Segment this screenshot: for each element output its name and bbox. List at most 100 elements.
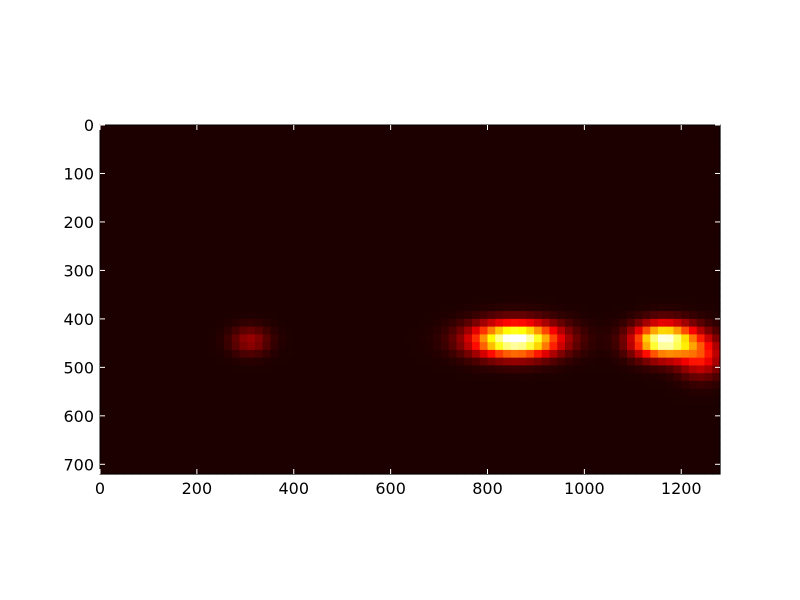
heatmap-cell	[580, 132, 589, 142]
heatmap-cell	[541, 411, 551, 421]
heatmap-cell	[425, 132, 434, 142]
heatmap-cell	[557, 132, 566, 142]
heatmap-cell	[115, 140, 124, 149]
heatmap-cell	[619, 287, 628, 297]
heatmap-cell	[224, 388, 233, 398]
heatmap-cell	[549, 272, 558, 281]
heatmap-cell	[185, 140, 194, 149]
heatmap-cell	[495, 435, 504, 444]
heatmap-cell	[154, 458, 163, 467]
heatmap-cell	[456, 264, 465, 273]
heatmap-cell	[262, 357, 272, 367]
heatmap-cell	[503, 241, 512, 250]
heatmap-cell	[371, 225, 380, 235]
heatmap-cell	[371, 140, 380, 149]
heatmap-cell	[131, 187, 140, 196]
heatmap-cell	[619, 179, 628, 188]
heatmap-cell	[138, 466, 148, 475]
heatmap-cell	[386, 241, 396, 250]
heatmap-cell	[441, 148, 450, 157]
heatmap-cell	[255, 466, 264, 475]
heatmap-cell	[169, 264, 179, 273]
heatmap-cell	[503, 256, 512, 266]
heatmap-cell	[115, 202, 124, 211]
heatmap-cell	[169, 140, 179, 149]
heatmap-cell	[580, 419, 589, 429]
heatmap-cell	[495, 125, 504, 134]
heatmap-cell	[534, 187, 543, 196]
heatmap-cell	[417, 373, 427, 382]
heatmap-cell	[503, 202, 512, 211]
heatmap-cell	[262, 140, 272, 149]
heatmap-cell	[565, 272, 574, 281]
heatmap-cell	[262, 272, 272, 281]
heatmap-cell	[154, 156, 163, 165]
heatmap-cell	[355, 365, 365, 374]
heatmap-cell	[208, 349, 217, 359]
heatmap-cell	[534, 295, 543, 304]
heatmap-cell	[673, 373, 682, 382]
heatmap-cell	[464, 311, 473, 320]
heatmap-cell	[200, 233, 210, 242]
heatmap-cell	[503, 249, 512, 258]
heatmap-cell	[193, 349, 202, 359]
heatmap-cell	[208, 125, 217, 134]
heatmap-cell	[123, 210, 132, 219]
heatmap-cell	[193, 419, 202, 429]
heatmap-cell	[262, 388, 272, 398]
heatmap-cell	[410, 411, 419, 421]
heatmap-cell	[642, 427, 651, 436]
heatmap-cell	[448, 373, 458, 382]
heatmap-cell	[224, 163, 233, 173]
heatmap-cell	[456, 466, 465, 475]
heatmap-cell	[510, 202, 520, 211]
heatmap-cell	[224, 179, 233, 188]
heatmap-cell	[479, 388, 489, 398]
heatmap-cell	[448, 435, 458, 444]
heatmap-cell	[162, 241, 171, 250]
heatmap-cell	[472, 380, 481, 390]
heatmap-cell	[557, 218, 566, 227]
heatmap-cell	[518, 148, 527, 157]
heatmap-cell	[301, 442, 310, 452]
heatmap-cell	[448, 256, 458, 266]
heatmap-cell	[588, 156, 597, 165]
heatmap-cell	[526, 272, 535, 281]
heatmap-cell	[425, 342, 434, 351]
heatmap-cell	[301, 311, 310, 320]
heatmap-cell	[131, 148, 140, 157]
heatmap-cell	[177, 388, 186, 398]
heatmap-cell	[704, 210, 713, 219]
heatmap-cell	[565, 148, 574, 157]
heatmap-cell	[138, 171, 148, 180]
heatmap-cell	[278, 218, 287, 227]
heatmap-cell	[627, 373, 636, 382]
heatmap-cell	[448, 179, 458, 188]
heatmap-cell	[162, 233, 171, 242]
heatmap-cell	[665, 311, 675, 320]
heatmap-cell	[379, 442, 388, 452]
heatmap-cell	[549, 373, 558, 382]
heatmap-cell	[332, 380, 341, 390]
heatmap-cell	[301, 148, 310, 157]
heatmap-cell	[572, 326, 582, 335]
heatmap-cell	[216, 380, 225, 390]
heatmap-cell	[348, 411, 357, 421]
heatmap-cell	[425, 435, 434, 444]
heatmap-cell	[441, 233, 450, 242]
heatmap-cell	[115, 303, 124, 312]
heatmap-cell	[650, 450, 659, 460]
heatmap-cell	[231, 233, 241, 242]
heatmap-cell	[572, 140, 582, 149]
heatmap-cell	[231, 442, 241, 452]
heatmap-cell	[154, 249, 163, 258]
heatmap-cell	[379, 427, 388, 436]
heatmap-cell	[162, 303, 171, 312]
heatmap-cell	[588, 287, 597, 297]
heatmap-cell	[340, 241, 349, 250]
heatmap-cell	[580, 365, 589, 374]
heatmap-cell	[146, 132, 155, 142]
heatmap-cell	[216, 435, 225, 444]
heatmap-cell	[324, 326, 334, 335]
heatmap-cell	[100, 466, 109, 475]
